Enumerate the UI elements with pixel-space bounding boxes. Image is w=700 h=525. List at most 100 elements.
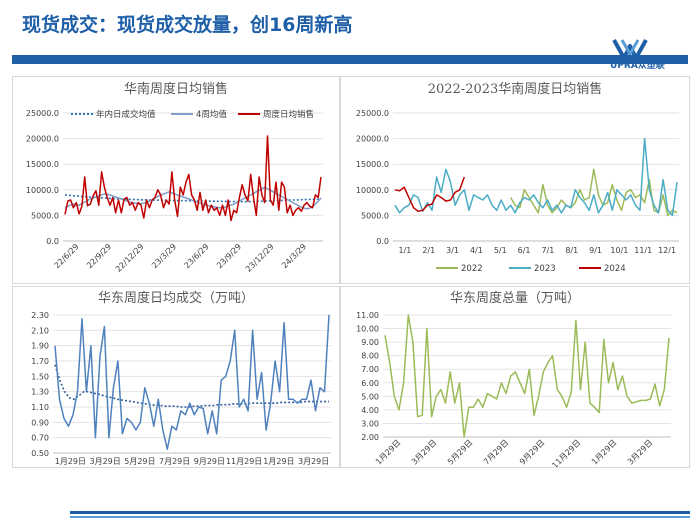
brand-logo: UPRA众塑联: [610, 38, 690, 71]
x-tick-label: 1月29日: [263, 457, 294, 466]
y-tick-label: 5000.0: [31, 211, 59, 220]
legend-label: 周度日均销售: [263, 109, 314, 120]
y-tick-label: 10000.0: [26, 186, 59, 195]
x-tick-label: 1月29日: [55, 457, 86, 466]
y-tick-label: 0.50: [31, 449, 49, 458]
x-tick-label: 23/9/29: [215, 242, 243, 270]
x-tick-label: 5/1: [494, 246, 507, 255]
x-tick-label: 10/1: [610, 246, 628, 255]
legend-label: 2022: [461, 264, 483, 274]
x-tick-label: 23/12/29: [244, 242, 276, 274]
x-tick-label: 22/9/29: [85, 242, 113, 270]
chart-title: 华东周度总量（万吨）: [450, 290, 580, 306]
x-tick-label: 3/1: [446, 246, 459, 255]
x-tick-label: 1月29日: [590, 438, 618, 466]
header-divider: [12, 55, 688, 64]
y-tick-label: 1.70: [31, 357, 49, 366]
series-line-0: [384, 314, 670, 438]
x-tick-label: 2/1: [422, 246, 435, 255]
page-title: 现货成交：现货成交放量，创16周新高: [22, 14, 353, 36]
x-tick-label: 8/1: [565, 246, 578, 255]
x-tick-label: 11/1: [634, 246, 652, 255]
y-tick-label: 1.90: [31, 342, 49, 351]
chart-panel-east-daily: 华东周度日均成交（万吨） 0.50 0.70 0.90 1.10 1.30 1.50 1.70…: [12, 286, 340, 468]
y-tick-label: 0.90: [31, 418, 49, 427]
y-tick-label: 1.30: [31, 388, 49, 397]
x-tick-label: 6/1: [518, 246, 531, 255]
x-tick-label: 3月29日: [626, 438, 654, 466]
series-line-1: [64, 186, 322, 210]
logo-text: UPRA众塑联: [610, 61, 665, 71]
chart-panel-east-total: 华东周度总量（万吨） 2.00 3.00 4.00 5.00 6.00 7.00 8.00 9.…: [340, 286, 690, 468]
footer-divider: [70, 511, 690, 514]
logo-mark-icon: [612, 39, 648, 60]
y-tick-label: 20000.0: [356, 135, 389, 144]
y-tick-label: 0.70: [31, 434, 49, 443]
x-tick-label: 11月29日: [226, 457, 262, 466]
x-tick-label: 12/1: [658, 246, 676, 255]
legend-label: 2024: [604, 264, 626, 274]
chart-south-yearly-compare: 2022-2023华南周度日均销售 0.0 5000.0 10000.0 15000.0…: [356, 81, 679, 274]
y-tick-label: 2.10: [31, 326, 49, 335]
y-tick-label: 0.0: [46, 237, 59, 246]
chart-panel-south-yearly: 2022-2023华南周度日均销售 0.0 5000.0 10000.0 15000.0…: [340, 76, 690, 284]
x-tick-label: 3月29日: [89, 457, 120, 466]
y-tick-label: 6.00: [361, 379, 379, 388]
x-tick-label: 4/1: [470, 246, 483, 255]
y-tick-label: 1.50: [31, 372, 49, 381]
series-line-1: [394, 137, 678, 217]
y-tick-label: 15000.0: [26, 160, 59, 169]
y-tick-label: 5000.0: [361, 211, 389, 220]
y-tick-label: 2.00: [361, 433, 379, 442]
series-line-1: [54, 314, 330, 450]
y-tick-label: 3.00: [361, 419, 379, 428]
y-tick-label: 25000.0: [356, 109, 389, 118]
y-tick-label: 4.00: [361, 406, 379, 415]
chart-east-weekly-total: 华东周度总量（万吨） 2.00 3.00 4.00 5.00 6.00 7.00 8.00 9.…: [356, 290, 671, 467]
y-tick-label: 11.00: [356, 311, 379, 320]
y-tick-label: 1.10: [31, 403, 49, 412]
y-tick-label: 8.00: [361, 352, 379, 361]
x-tick-label: 9/1: [589, 246, 602, 255]
x-tick-label: 5月29日: [446, 438, 474, 466]
chart-title: 华东周度日均成交（万吨）: [98, 290, 254, 306]
series-line-2: [394, 176, 466, 213]
series-line-2: [64, 135, 322, 222]
x-tick-label: 22/12/29: [114, 242, 146, 274]
legend-label: 年内日成交均值: [96, 109, 156, 120]
legend-label: 2023: [534, 264, 556, 274]
x-tick-label: 1月29日: [374, 438, 402, 466]
y-tick-label: 0.0: [376, 237, 389, 246]
y-tick-label: 10000.0: [356, 186, 389, 195]
y-tick-label: 9.00: [361, 338, 379, 347]
x-tick-label: 3月29日: [410, 438, 438, 466]
x-tick-label: 1/1: [398, 246, 411, 255]
x-tick-label: 3月29日: [298, 457, 329, 466]
x-tick-label: 23/6/29: [182, 242, 210, 270]
x-tick-label: 24/3/29: [280, 242, 308, 270]
x-tick-label: 11月29日: [550, 438, 582, 467]
footer-divider-thin: [70, 516, 690, 518]
chart-east-daily-deal: 华东周度日均成交（万吨） 0.50 0.70 0.90 1.10 1.30 1.50 1.70…: [31, 290, 331, 466]
x-tick-label: 9月29日: [194, 457, 225, 466]
x-tick-label: 7月29日: [159, 457, 190, 466]
y-tick-label: 15000.0: [356, 160, 389, 169]
y-tick-label: 10.00: [356, 325, 379, 334]
chart-title: 2022-2023华南周度日均销售: [428, 81, 603, 97]
y-tick-label: 25000.0: [26, 109, 59, 118]
y-tick-label: 7.00: [361, 365, 379, 374]
x-tick-label: 7/1: [541, 246, 554, 255]
y-tick-label: 20000.0: [26, 135, 59, 144]
x-tick-label: 9月29日: [518, 438, 546, 466]
y-tick-label: 2.30: [31, 311, 49, 320]
chart-south-daily-sales: 华南周度日均销售 0.0 5000.0 10000.0 15000.0 20000.0 25…: [26, 81, 323, 274]
series-line-0: [509, 168, 678, 217]
legend-label: 4周均值: [196, 109, 227, 120]
x-tick-label: 23/3/29: [150, 242, 178, 270]
y-tick-label: 5.00: [361, 392, 379, 401]
x-tick-label: 5月29日: [124, 457, 155, 466]
x-tick-label: 7月29日: [482, 438, 510, 466]
x-tick-label: 22/6/29: [52, 242, 80, 270]
chart-panel-south-daily: 华南周度日均销售 0.0 5000.0 10000.0 15000.0 20000.0 25…: [12, 76, 340, 284]
chart-title: 华南周度日均销售: [124, 81, 228, 97]
